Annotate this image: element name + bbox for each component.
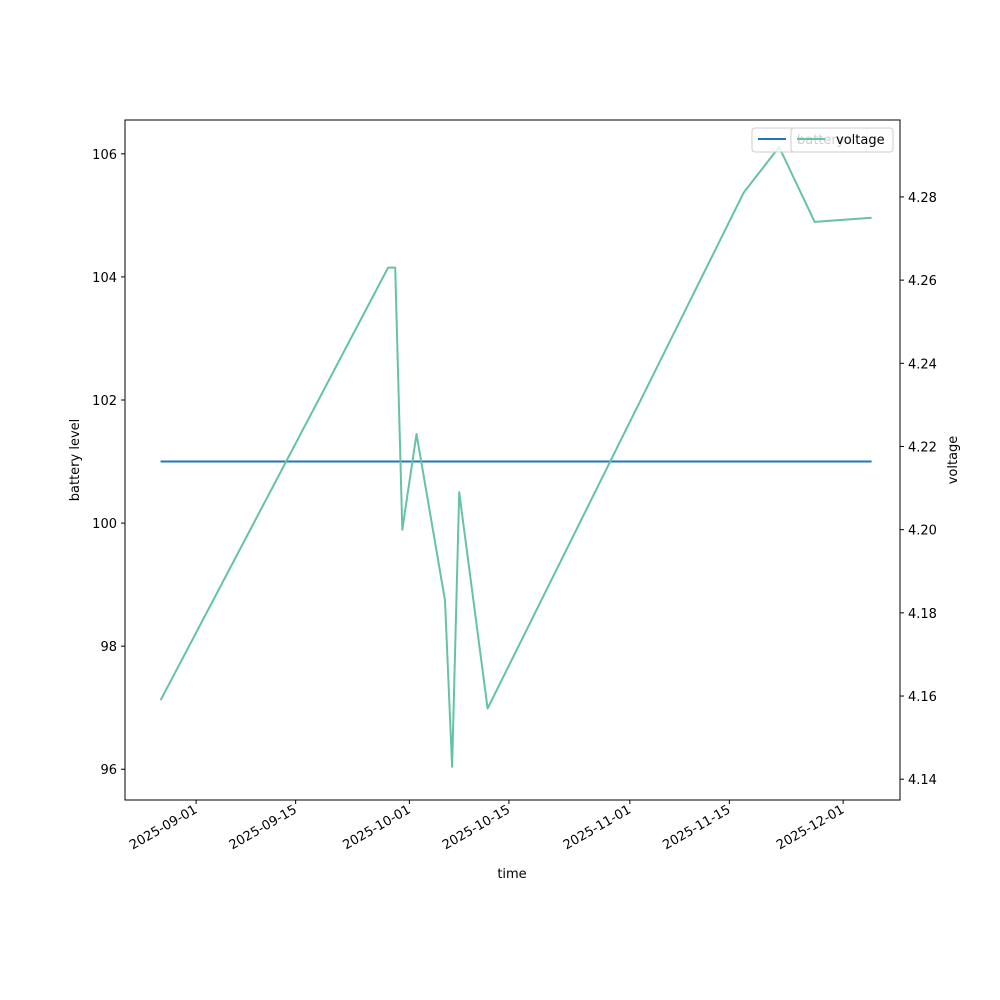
y2-tick-label: 4.14	[908, 773, 937, 788]
y2-tick-label: 4.16	[908, 690, 937, 705]
legend-voltage: voltage	[790, 127, 894, 153]
x-tick-label: 2025-11-01	[561, 802, 634, 853]
legend-voltage-label: voltage	[836, 133, 885, 148]
y2-tick-label: 4.20	[908, 524, 937, 539]
y-tick-label: 100	[92, 517, 117, 532]
y2-tick-label: 4.22	[908, 440, 937, 455]
y-tick-label: 102	[92, 394, 117, 409]
y-axis-label: battery level	[68, 419, 83, 502]
plot-frame	[124, 119, 901, 801]
x-tick-label: 2025-09-01	[127, 802, 200, 853]
y2-tick-label: 4.24	[908, 357, 937, 372]
x-tick-label: 2025-09-15	[227, 802, 300, 853]
x-tick-label: 2025-10-01	[340, 802, 413, 853]
y2-tick-label: 4.28	[908, 191, 937, 206]
x-tick-label: 2025-12-01	[774, 802, 847, 853]
x-tick-label: 2025-10-15	[440, 802, 513, 853]
y-tick-label: 104	[92, 271, 117, 286]
y-tick-label: 96	[100, 763, 117, 778]
series-line-voltage	[159, 146, 872, 768]
x-tick-label: 2025-11-15	[660, 802, 733, 853]
y2-axis-label: voltage	[946, 436, 961, 485]
y-tick-label: 98	[100, 640, 117, 655]
y-tick-label: 106	[92, 148, 117, 163]
y2-tick-label: 4.18	[908, 607, 937, 622]
x-axis-label: time	[497, 867, 526, 882]
y2-tick-label: 4.26	[908, 274, 937, 289]
